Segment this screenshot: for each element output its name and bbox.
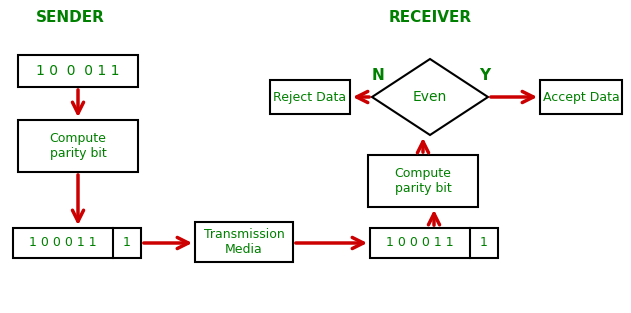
Bar [270,80,350,114]
Text: Compute
parity bit: Compute parity bit [50,132,107,160]
Text: Compute
parity bit: Compute parity bit [394,167,451,195]
Bar [540,80,622,114]
Text: Transmission
Media: Transmission Media [204,228,285,256]
Text: N: N [372,68,384,83]
Text: 1 0 0 0 1 1: 1 0 0 0 1 1 [29,237,97,249]
Bar [195,222,293,262]
Text: RECEIVER: RECEIVER [389,11,471,25]
Bar [370,228,498,258]
Bar [18,55,138,87]
Text: Accept Data: Accept Data [543,90,620,104]
Bar [18,120,138,172]
Text: Reject Data: Reject Data [273,90,346,104]
Text: SENDER: SENDER [35,11,105,25]
Text: 1: 1 [480,237,488,249]
Text: 1 0  0  0 1 1: 1 0 0 0 1 1 [36,64,120,78]
Text: 1 0 0 0 1 1: 1 0 0 0 1 1 [386,237,454,249]
Text: Y: Y [480,68,490,83]
Text: Even: Even [413,90,447,104]
Text: 1: 1 [123,237,131,249]
Bar [368,155,478,207]
Bar [13,228,141,258]
